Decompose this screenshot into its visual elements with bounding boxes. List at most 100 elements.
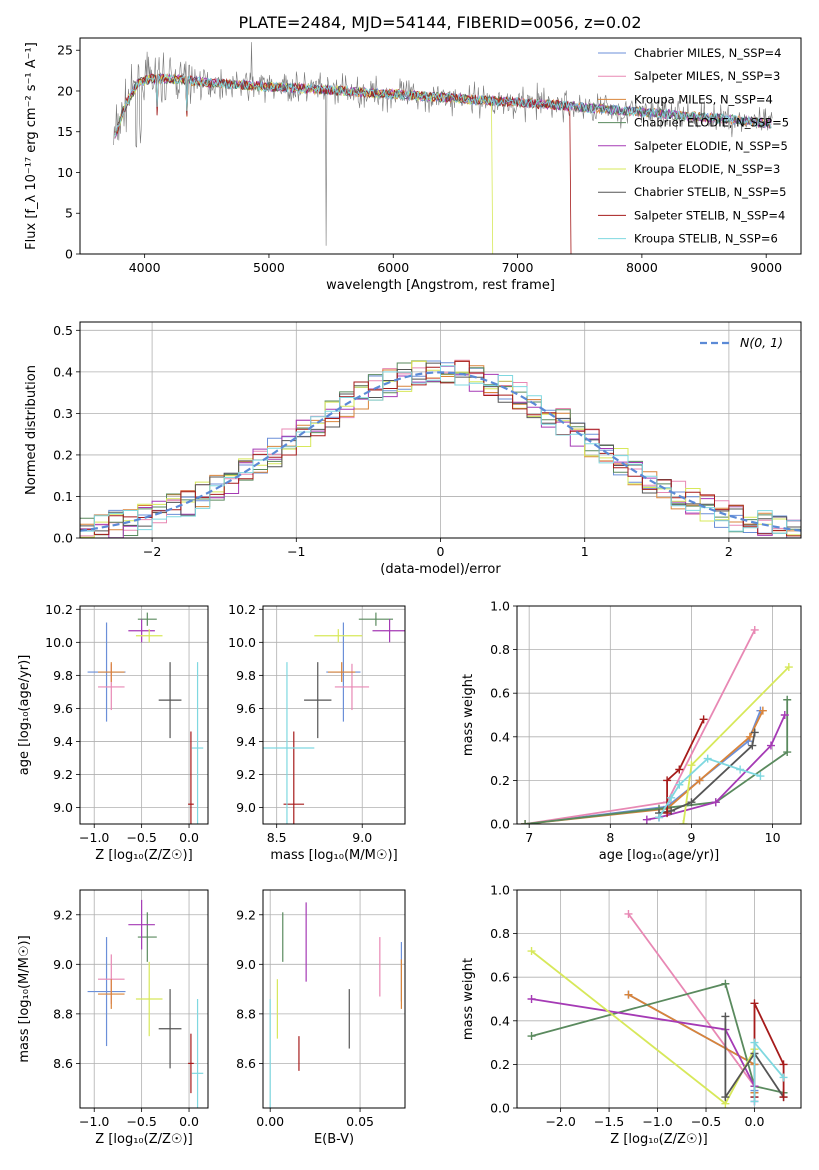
- plot-frame: [79, 37, 802, 255]
- y-tick-label: 1.0: [490, 599, 510, 614]
- y-tick-label: 9.0: [53, 800, 73, 815]
- weight-line: [524, 699, 789, 824]
- plot-area: [87, 612, 204, 824]
- y-tick-label: 0.4: [490, 729, 510, 744]
- y-tick-label: 0.4: [53, 364, 73, 379]
- weight-marker: [527, 1032, 536, 1041]
- y-tick-label: 0.6: [490, 686, 510, 701]
- weight-marker: [624, 909, 633, 918]
- x-tick-label: 8: [606, 830, 614, 845]
- y-tick-label: 8.8: [236, 1006, 256, 1021]
- y-tick-label: 5: [65, 206, 73, 221]
- plot-frame: [262, 605, 406, 825]
- weight-line: [627, 913, 756, 1087]
- y-tick-label: 10.2: [228, 602, 256, 617]
- residual-histogram: [80, 360, 801, 538]
- y-axis-label: age [log₁₀(age/yr)]: [17, 655, 32, 776]
- y-axis-label: Normed distribution: [24, 365, 39, 495]
- plot-frame: [516, 605, 802, 825]
- plot-frame: [262, 889, 406, 1109]
- y-tick-label: 9.8: [236, 668, 256, 683]
- weight-marker: [745, 732, 754, 741]
- legend: N(0, 1): [700, 335, 783, 350]
- y-axis-label: Flux [f_λ 10⁻¹⁷ erg cm⁻² s⁻¹ A⁻¹]: [24, 42, 39, 250]
- weight-marker: [750, 999, 759, 1008]
- weight-marker: [675, 780, 684, 789]
- weight-marker: [783, 748, 792, 757]
- plot-frame: [516, 889, 802, 1109]
- weight-marker: [736, 765, 745, 774]
- legend-label: Chabrier ELODIE, N_SSP=5: [634, 116, 789, 130]
- x-axis-label: E(B-V): [314, 1132, 354, 1147]
- legend-label: Salpeter STELIB, N_SSP=4: [634, 208, 785, 222]
- y-axis-label: mass [log₁₀(M/M☉)]: [17, 935, 32, 1062]
- chart-mass_age: 8.5 9.0 9.0 9.2 9.4 9.6 9.8 10.0 10.2 mass [log₁₀…: [228, 602, 406, 863]
- x-tick-label: 6000: [377, 260, 409, 275]
- model-line: [114, 73, 572, 254]
- y-tick-label: 1.0: [490, 883, 510, 898]
- plot-area: [87, 899, 204, 1108]
- y-tick-label: 8.6: [236, 1056, 256, 1071]
- y-tick-label: 0.0: [490, 817, 510, 832]
- x-tick-label: 0.00: [256, 1114, 284, 1129]
- figure-title: PLATE=2484, MJD=54144, FIBERID=0056, z=0…: [238, 13, 641, 32]
- weight-marker: [663, 776, 672, 785]
- x-axis-label: age [log₁₀(age/yr)]: [599, 848, 720, 863]
- weight-marker: [642, 815, 651, 824]
- x-tick-label: 1: [581, 544, 589, 559]
- x-tick-label: 4000: [129, 260, 161, 275]
- x-tick-label: −2: [143, 544, 161, 559]
- weight-marker: [663, 809, 672, 818]
- weight-marker: [679, 820, 688, 824]
- x-tick-label: −0.5: [126, 1114, 156, 1129]
- x-axis-label: (data-model)/error: [380, 562, 501, 577]
- weight-marker: [699, 715, 708, 724]
- weight-line: [753, 1040, 785, 1102]
- weight-marker: [655, 813, 663, 822]
- x-axis-label: Z [log₁₀(Z/Z☉)]: [95, 848, 192, 863]
- chart-age_weight: 7 8 9 10 0.0 0.2 0.4 0.6 0.8 1.0 age [log₁₀(age/yr…: [461, 599, 802, 863]
- y-tick-label: 9.2: [53, 767, 73, 782]
- weight-marker: [721, 1012, 730, 1021]
- weight-line: [524, 710, 762, 824]
- y-tick-label: 20: [57, 83, 73, 98]
- y-tick-label: 0.8: [490, 926, 510, 941]
- weight-line: [531, 982, 784, 1094]
- plot-area: [263, 612, 405, 824]
- legend-label: Salpeter MILES, N_SSP=3: [634, 69, 780, 83]
- y-axis-label: mass weight: [461, 958, 476, 1040]
- weight-line: [524, 629, 756, 824]
- plot-area: [521, 625, 793, 824]
- weight-marker: [750, 728, 759, 737]
- weight-marker: [780, 711, 789, 719]
- y-tick-label: 0.0: [53, 531, 73, 546]
- y-tick-label: 10.2: [45, 602, 73, 617]
- weight-marker: [721, 979, 730, 988]
- weight-marker: [766, 741, 775, 750]
- weight-marker: [779, 1060, 788, 1069]
- plot-frame: [79, 889, 209, 1109]
- normal-curve: [80, 371, 801, 532]
- weight-marker: [703, 754, 712, 763]
- weight-marker: [750, 1097, 759, 1106]
- y-tick-label: 0.0: [490, 1101, 510, 1116]
- plot-area: [269, 902, 403, 1108]
- y-tick-label: 9.6: [236, 701, 256, 716]
- x-tick-label: 7: [525, 830, 533, 845]
- weight-line: [753, 1003, 785, 1098]
- legend: Chabrier MILES, N_SSP=4 Salpeter MILES, N…: [598, 46, 789, 246]
- x-tick-label: 0: [437, 544, 445, 559]
- y-tick-label: 0.6: [490, 970, 510, 985]
- plot-frame: [79, 605, 209, 825]
- legend-label: N(0, 1): [740, 335, 783, 350]
- y-tick-label: 0.2: [53, 447, 73, 462]
- x-tick-label: −0.5: [691, 1114, 721, 1129]
- x-axis-label: Z [log₁₀(Z/Z☉)]: [610, 1132, 707, 1147]
- weight-marker: [521, 820, 530, 824]
- weight-marker: [783, 695, 792, 704]
- x-tick-label: −1.0: [79, 1114, 109, 1129]
- weight-marker: [711, 798, 720, 807]
- x-tick-label: 0.05: [346, 1114, 374, 1129]
- weight-marker: [687, 761, 696, 770]
